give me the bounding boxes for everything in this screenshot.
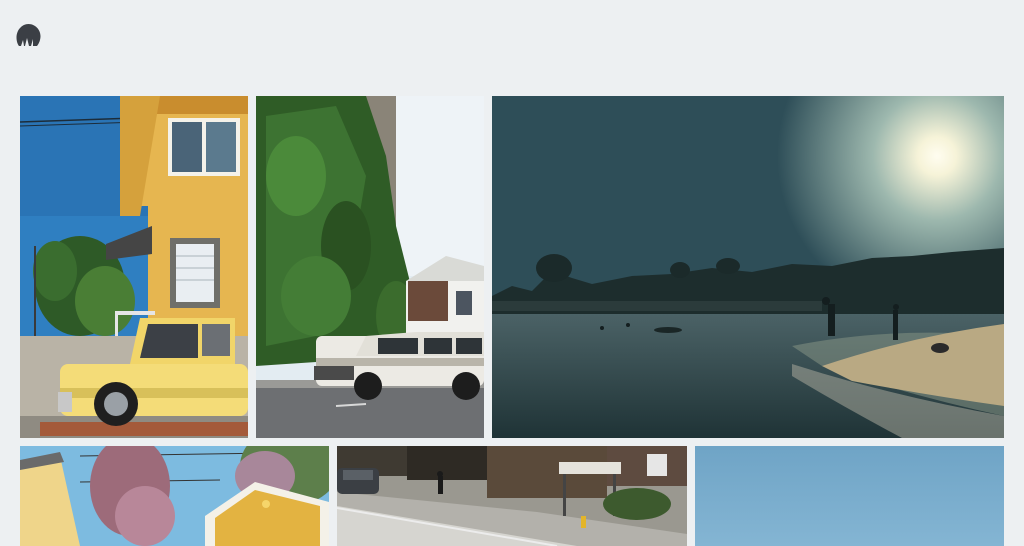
beach-sunset-image	[492, 96, 1004, 438]
photo-ivy-building-suv[interactable]	[256, 96, 484, 438]
ivy-building-suv-image	[256, 96, 484, 438]
yellow-cottage-image	[20, 446, 329, 546]
photo-beach-sunset[interactable]	[492, 96, 1004, 438]
photo-yellow-house-pickup[interactable]	[20, 96, 248, 438]
yellow-house-pickup-image	[20, 96, 248, 438]
street-bus-stop-image	[337, 446, 687, 546]
photo-yellow-cottage[interactable]	[20, 446, 329, 546]
camera-aperture-logo-icon[interactable]	[16, 24, 41, 48]
photo-clear-sky[interactable]	[695, 446, 1004, 546]
clear-sky-image	[695, 446, 1004, 546]
photo-street-bus-stop[interactable]	[337, 446, 687, 546]
